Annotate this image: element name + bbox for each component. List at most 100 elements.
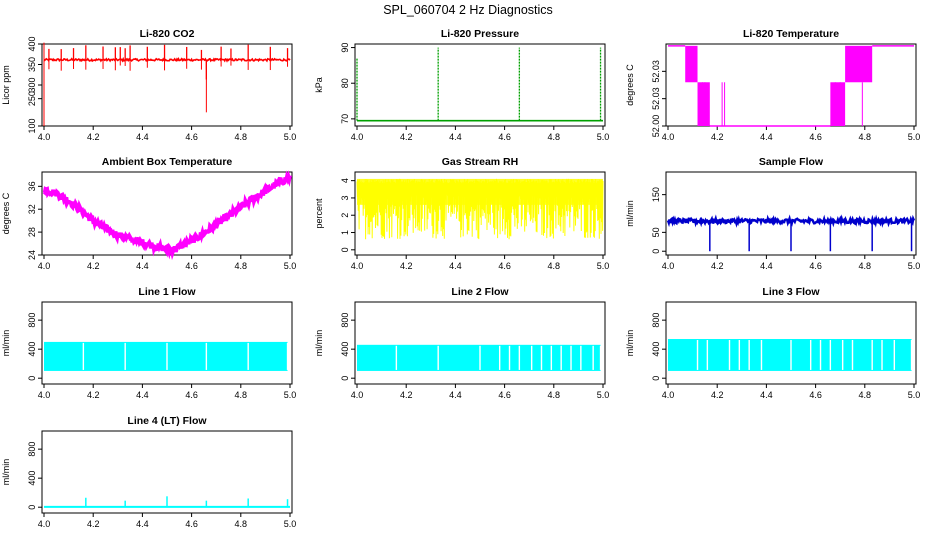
panel-10-ylabel: ml/min	[1, 459, 11, 486]
panel-4-ytick-label: 24	[27, 250, 37, 260]
panel-9-frame	[665, 301, 917, 385]
panel-2-xtick-label: 4.6	[498, 132, 511, 142]
panel-1-ytick-label: 400	[27, 36, 37, 51]
panel-8-band	[357, 344, 601, 371]
panel-5-xtick-label: 4.8	[548, 261, 561, 271]
panel-10-xtick-label: 4.0	[38, 519, 51, 529]
panel-3-title: Li-820 Temperature	[743, 28, 839, 40]
panel-10-xtick-label: 4.6	[185, 519, 198, 529]
panel-2-ylabel: kPa	[314, 77, 324, 93]
panel-3-xtick-label: 4.6	[809, 132, 822, 142]
panel-9-title: Line 3 Flow	[762, 286, 820, 298]
panel-9-band	[668, 339, 912, 371]
panel-8-xtick-label: 4.6	[498, 390, 511, 400]
panel-2-xtick-label: 4.8	[548, 132, 561, 142]
panel-3-band	[697, 82, 710, 126]
panel-6-xtick-label: 4.6	[809, 261, 822, 271]
panel-10-frame	[41, 430, 293, 514]
panel-7-ytick-label: 400	[27, 342, 37, 357]
panel-8-xtick-label: 4.4	[449, 390, 462, 400]
panel-2-ytick-label: 80	[340, 78, 350, 88]
panel-6-xtick-label: 4.4	[760, 261, 773, 271]
panel-2-ytick-label: 90	[340, 43, 350, 53]
panel-4: Ambient Box Temperature degrees C 4.0 4.2 4.…	[1, 156, 296, 271]
panel-4-xtick-label: 4.4	[136, 261, 149, 271]
panel-1-ytick-label: 350	[27, 57, 37, 72]
panel-5-title: Gas Stream RH	[442, 156, 518, 168]
panel-10-xtick-label: 5.0	[284, 519, 297, 529]
panel-8-xtick-label: 5.0	[597, 390, 610, 400]
panel-8-xtick-label: 4.8	[548, 390, 561, 400]
panel-7-band	[44, 341, 288, 371]
panel-6-title: Sample Flow	[759, 156, 824, 168]
panel-10-xtick-label: 4.2	[87, 519, 100, 529]
panel-9-xtick-label: 4.6	[809, 390, 822, 400]
panel-7-ylabel: ml/min	[1, 330, 11, 357]
panel-10-ytick-label: 800	[27, 442, 37, 457]
panel-6-ytick-label: 0	[651, 249, 661, 254]
panel-7-xtick-label: 4.2	[87, 390, 100, 400]
panel-3-band	[685, 45, 698, 83]
figure-title: SPL_060704 2 Hz Diagnostics	[383, 3, 553, 17]
panel-1-xtick-label: 4.2	[87, 132, 100, 142]
panel-7-xtick-label: 4.8	[235, 390, 248, 400]
panel-6-xtick-label: 5.0	[908, 261, 921, 271]
panel-4-xtick-label: 4.8	[235, 261, 248, 271]
panel-3-ytick-label: 52.03	[651, 87, 661, 110]
panel-7-xtick-label: 5.0	[284, 390, 297, 400]
panel-1-xtick-label: 4.0	[38, 132, 51, 142]
panel-5-band	[357, 178, 603, 205]
panel-8-ylabel: ml/min	[314, 330, 324, 357]
panel-1-ytick-label: 250	[27, 91, 37, 106]
panel-5-ytick-label: 4	[340, 178, 350, 183]
panel-5-ytick-label: 0	[340, 247, 350, 252]
panel-8-ytick-label: 800	[340, 313, 350, 328]
panel-1-ytick-label: 300	[27, 77, 37, 92]
panel-6-xtick-label: 4.8	[859, 261, 872, 271]
panel-4-xtick-label: 4.6	[185, 261, 198, 271]
panel-9-xtick-label: 4.2	[711, 390, 724, 400]
panel-3-band	[845, 45, 873, 83]
panel-2-xtick-label: 4.2	[400, 132, 413, 142]
panel-9-xtick-label: 5.0	[908, 390, 921, 400]
panel-5-ytick-label: 2	[340, 213, 350, 218]
panel-10: Line 4 (LT) Flow ml/min 4.0 4.2 4.4 4.6 4.8 5.0…	[1, 415, 296, 529]
panel-9-ylabel: ml/min	[625, 330, 635, 357]
panel-9-xtick-label: 4.8	[859, 390, 872, 400]
panel-2-xtick-label: 5.0	[597, 132, 610, 142]
panel-3-ylabel: degrees C	[625, 64, 635, 106]
panel-6-xtick-label: 4.2	[711, 261, 724, 271]
panel-7-xtick-label: 4.0	[38, 390, 51, 400]
panel-8-xtick-label: 4.0	[351, 390, 364, 400]
panel-6-ytick-label: 50	[651, 227, 661, 237]
panel-5-xtick-label: 4.6	[498, 261, 511, 271]
panel-4-frame	[41, 171, 293, 256]
panel-8-title: Line 2 Flow	[451, 286, 509, 298]
panel-9-xtick-label: 4.4	[760, 390, 773, 400]
panel-4-ylabel: degrees C	[1, 192, 11, 234]
panel-5-frame	[354, 171, 606, 256]
panel-8-xtick-label: 4.2	[400, 390, 413, 400]
panel-10-xtick-label: 4.4	[136, 519, 149, 529]
panel-3-ytick-label: 52.03	[651, 60, 661, 83]
panel-7-xtick-label: 4.6	[185, 390, 198, 400]
panel-10-ytick-label: 0	[27, 505, 37, 510]
panel-6-ytick-label: 150	[651, 187, 661, 202]
panel-9-ytick-label: 400	[651, 342, 661, 357]
panel-1-xtick-label: 5.0	[284, 132, 297, 142]
panel-1-series	[43, 56, 291, 63]
panel-7-xtick-label: 4.4	[136, 390, 149, 400]
panel-5-ylabel: percent	[314, 198, 324, 229]
panel-5-xtick-label: 4.2	[400, 261, 413, 271]
panel-1: Li-820 CO2 Licor ppm 4.0 4.2 4.4 4.6 4.8 5.0 100…	[1, 28, 296, 142]
panel-6-frame	[665, 171, 917, 256]
panel-2-ytick-label: 70	[340, 114, 350, 124]
panel-10-ytick-label: 400	[27, 471, 37, 486]
panel-5-xtick-label: 4.0	[351, 261, 364, 271]
panel-1-xtick-label: 4.4	[136, 132, 149, 142]
panel-7-ytick-label: 800	[27, 313, 37, 328]
panel-5: Gas Stream RH percent 4.0 4.2 4.4 4.6 4.8 5.0 0 1…	[314, 156, 609, 271]
panel-6-xtick-label: 4.0	[662, 261, 675, 271]
